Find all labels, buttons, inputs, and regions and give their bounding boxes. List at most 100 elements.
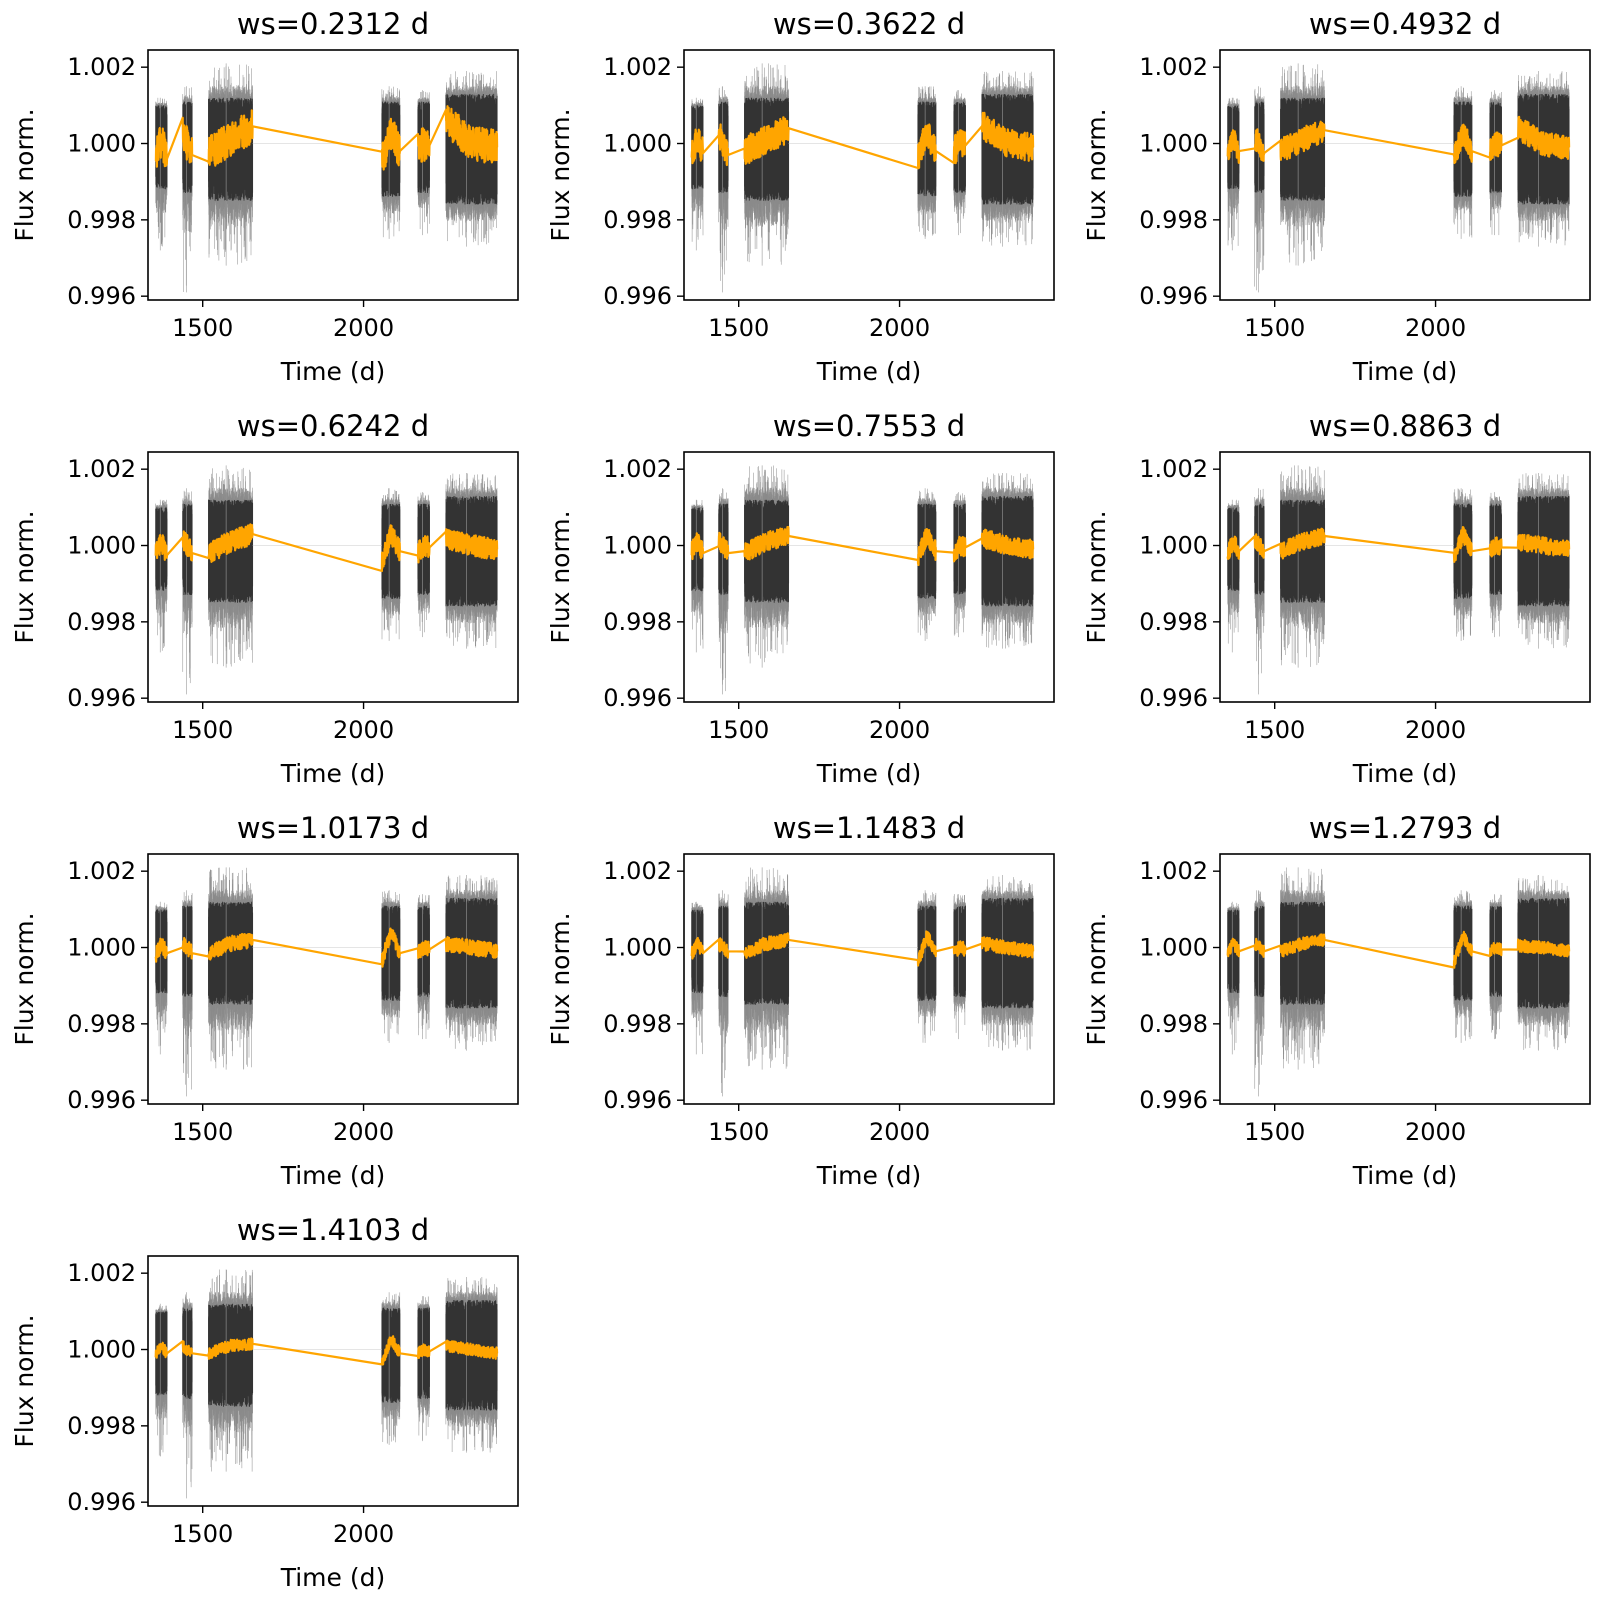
x-tick-label: 1500 — [1244, 716, 1305, 744]
x-tick-label: 1500 — [172, 1118, 233, 1146]
raw-flux-segment — [1453, 488, 1473, 641]
raw-flux-segment — [981, 874, 1034, 1051]
y-tick-label: 0.996 — [67, 1488, 136, 1516]
raw-flux-segment — [182, 1292, 193, 1499]
x-axis-label: Time (d) — [280, 759, 386, 788]
y-axis-label: Flux norm. — [546, 510, 575, 643]
raw-flux-segment — [208, 1269, 254, 1472]
raw-flux-segment — [953, 492, 966, 638]
y-tick-label: 1.000 — [1139, 532, 1208, 560]
raw-flux-segment — [1489, 492, 1502, 638]
subplot-title: ws=1.1483 d — [773, 811, 965, 845]
subplot-title: ws=0.4932 d — [1309, 7, 1501, 41]
raw-flux-segment — [445, 1276, 498, 1453]
y-tick-label: 1.000 — [67, 934, 136, 962]
raw-flux-segment — [981, 472, 1034, 649]
y-tick-label: 1.002 — [1139, 53, 1208, 81]
y-tick-label: 1.002 — [67, 455, 136, 483]
x-axis-label: Time (d) — [1352, 357, 1458, 386]
raw-flux-segment — [1254, 86, 1265, 293]
y-tick-label: 1.000 — [67, 130, 136, 158]
raw-flux-segment — [1489, 894, 1502, 1040]
raw-flux-segment — [417, 492, 430, 638]
subplot-4: ws=0.6242 d Time (d) Flux norm. 1500 2000 0.9… — [10, 409, 519, 788]
y-tick-label: 1.000 — [603, 934, 672, 962]
y-tick-label: 0.998 — [67, 1010, 136, 1038]
raw-flux-segment — [182, 488, 193, 695]
raw-flux-segment — [1227, 499, 1240, 653]
y-tick-label: 1.002 — [603, 455, 672, 483]
y-axis-label: Flux norm. — [546, 108, 575, 241]
plot-area — [1226, 867, 1571, 1097]
raw-flux-segment — [691, 901, 704, 1055]
x-axis-label: Time (d) — [280, 357, 386, 386]
raw-flux-segment — [691, 499, 704, 653]
subplot-5: ws=0.7553 d Time (d) Flux norm. 1500 2000 0.9… — [546, 409, 1055, 788]
x-tick-label: 1500 — [1244, 1118, 1305, 1146]
raw-flux-segment — [182, 86, 193, 293]
y-axis-label: Flux norm. — [1082, 510, 1111, 643]
raw-flux-segment — [155, 1303, 168, 1457]
y-tick-label: 0.998 — [1139, 1010, 1208, 1038]
y-tick-label: 1.000 — [1139, 130, 1208, 158]
raw-flux-segment — [1517, 472, 1570, 649]
axes-frame — [683, 49, 1055, 301]
plot-area — [1226, 465, 1571, 695]
y-tick-label: 0.998 — [67, 608, 136, 636]
axes-frame — [1219, 49, 1591, 301]
y-tick-label: 0.996 — [1139, 282, 1208, 310]
trend-line — [154, 523, 499, 573]
raw-flux-segment — [155, 901, 168, 1055]
x-tick-label: 2000 — [333, 716, 394, 744]
trend-line — [690, 111, 1035, 170]
axes-frame — [1219, 451, 1591, 703]
x-tick-label: 2000 — [869, 716, 930, 744]
raw-flux-segment — [208, 465, 254, 668]
raw-flux-segment — [445, 874, 498, 1051]
subplot-title: ws=1.0173 d — [237, 811, 429, 845]
axes-frame — [1219, 853, 1591, 1105]
raw-flux-segment — [1254, 890, 1265, 1097]
trend-line — [154, 1335, 499, 1366]
raw-flux-segment — [718, 86, 729, 293]
y-axis-label: Flux norm. — [546, 912, 575, 1045]
raw-flux-segment — [1254, 488, 1265, 695]
y-tick-label: 1.000 — [1139, 934, 1208, 962]
y-axis-label: Flux norm. — [1082, 912, 1111, 1045]
raw-flux-segment — [1227, 901, 1240, 1055]
y-tick-label: 0.996 — [67, 282, 136, 310]
x-tick-label: 1500 — [172, 716, 233, 744]
axes-frame — [147, 451, 519, 703]
subplot-1: ws=0.2312 d Time (d) Flux norm. 1500 2000 0.9… — [10, 7, 519, 386]
raw-flux-segment — [917, 890, 937, 1043]
y-tick-label: 0.998 — [1139, 608, 1208, 636]
x-tick-label: 2000 — [1405, 716, 1466, 744]
raw-flux-segment — [691, 97, 704, 251]
y-axis-label: Flux norm. — [10, 108, 39, 241]
raw-flux-segment — [445, 472, 498, 649]
y-tick-label: 0.996 — [67, 1086, 136, 1114]
trend-line — [154, 927, 499, 968]
x-tick-label: 1500 — [172, 314, 233, 342]
subplot-title: ws=0.3622 d — [773, 7, 965, 41]
trend-line — [154, 105, 499, 171]
x-tick-label: 1500 — [708, 716, 769, 744]
x-tick-label: 1500 — [172, 1520, 233, 1548]
y-tick-label: 1.002 — [1139, 857, 1208, 885]
subplot-9: ws=1.2793 d Time (d) Flux norm. 1500 2000 0.9… — [1082, 811, 1591, 1190]
y-tick-label: 0.996 — [603, 1086, 672, 1114]
raw-flux-segment — [417, 90, 430, 236]
trend-line — [1226, 930, 1571, 969]
subplot-title: ws=0.2312 d — [237, 7, 429, 41]
raw-flux-segment — [182, 890, 193, 1097]
y-axis-label: Flux norm. — [10, 1314, 39, 1447]
x-tick-label: 2000 — [333, 314, 394, 342]
y-tick-label: 0.996 — [1139, 684, 1208, 712]
x-tick-label: 2000 — [869, 1118, 930, 1146]
y-tick-label: 1.000 — [67, 532, 136, 560]
y-tick-label: 1.002 — [603, 53, 672, 81]
raw-flux-segment — [917, 488, 937, 641]
raw-flux-segment — [917, 86, 937, 239]
raw-flux-segment — [417, 1296, 430, 1442]
